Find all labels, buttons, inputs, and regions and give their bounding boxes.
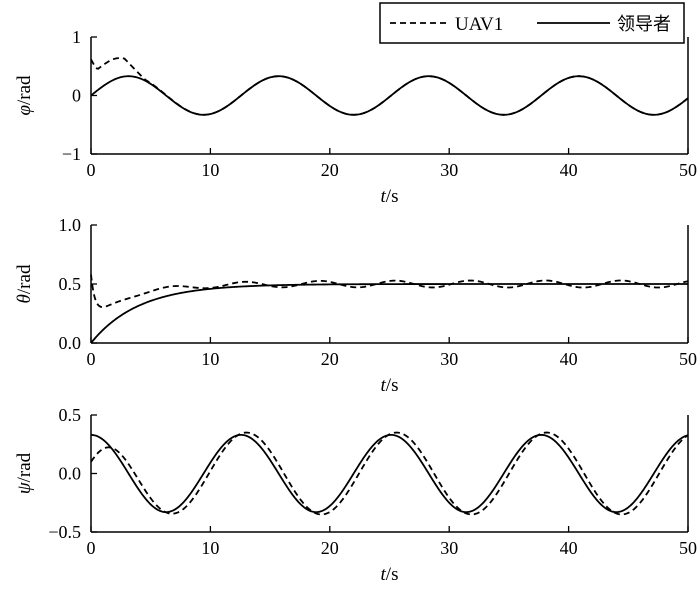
x-tick-label: 50 [679,538,697,558]
x-tick-label: 0 [87,160,96,180]
series-line-uav1 [90,57,689,116]
series-line-leader [90,283,688,344]
x-tick-label: 20 [321,160,339,180]
y-tick-label: 0 [72,86,81,106]
subplot-3: 0 10 20 30 40 50 −0.5 0.0 0.5 t/s ψ/rad [14,405,697,585]
y-tick-label: 0.0 [59,464,82,484]
x-tick-label: 40 [560,349,578,369]
y-axis-label: ψ/rad [14,452,35,494]
y-tick-label: −1 [62,144,81,164]
x-tick-label: 40 [560,160,578,180]
y-tick-label: 0.5 [59,274,82,294]
series-line-uav1 [90,274,689,308]
series-line-uav1 [90,431,689,516]
subplot-1: 0 10 20 30 40 50 −1 0 1 t/s φ/rad [14,27,697,207]
x-axis-label: t/s [381,564,399,585]
y-axis-label: θ/rad [14,264,35,303]
x-tick-label: 40 [560,538,578,558]
y-tick-label: 1.0 [59,215,82,235]
series-line-leader [90,433,689,514]
x-tick-label: 30 [440,538,458,558]
legend: UAV1 领导者 [379,2,685,44]
x-tick-label: 30 [440,160,458,180]
x-tick-label: 10 [201,349,219,369]
subplot-2: 0 10 20 30 40 50 0.0 0.5 1.0 t/s θ/rad [14,215,697,396]
x-tick-label: 10 [201,160,219,180]
x-axis-label: t/s [381,375,399,396]
x-tick-label: 30 [440,349,458,369]
y-tick-label: 0.5 [59,405,82,425]
x-tick-label: 0 [87,538,96,558]
y-axis-label: φ/rad [14,75,35,116]
x-tick-label: 20 [321,349,339,369]
y-tick-label: 0.0 [59,333,82,353]
x-tick-label: 50 [679,349,697,369]
y-tick-label: −0.5 [48,522,81,542]
legend-label-leader: 领导者 [617,14,671,35]
y-tick-label: 1 [72,27,81,47]
x-tick-label: 0 [87,349,96,369]
x-tick-label: 50 [679,160,697,180]
legend-label-uav1: UAV1 [455,14,503,35]
x-axis-label: t/s [381,186,399,207]
plots-container: 0 10 20 30 40 50 −1 0 1 t/s φ/rad 0 10 20 30 40 50 0.0 0.5… [14,27,697,585]
x-tick-label: 10 [201,538,219,558]
x-tick-label: 20 [321,538,339,558]
